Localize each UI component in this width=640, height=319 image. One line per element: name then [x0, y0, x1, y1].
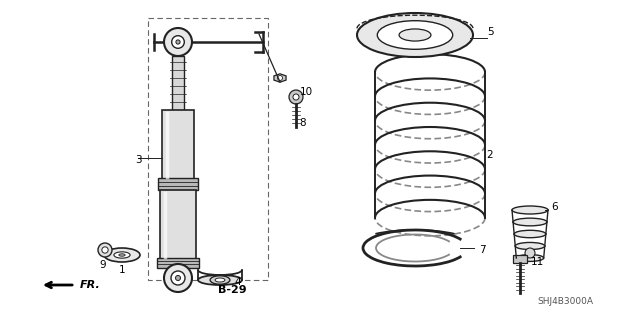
Polygon shape — [274, 74, 286, 82]
Ellipse shape — [515, 242, 545, 249]
Ellipse shape — [114, 252, 130, 258]
Circle shape — [164, 264, 192, 292]
Bar — [513, 255, 527, 263]
Circle shape — [289, 90, 303, 104]
Text: 3: 3 — [134, 155, 141, 165]
Ellipse shape — [399, 29, 431, 41]
Ellipse shape — [215, 278, 225, 282]
Circle shape — [171, 271, 185, 285]
Text: 8: 8 — [300, 118, 307, 128]
Ellipse shape — [119, 254, 125, 256]
Circle shape — [278, 76, 282, 80]
Bar — [172, 56, 184, 111]
Text: 1: 1 — [118, 265, 125, 275]
Circle shape — [102, 247, 108, 253]
Text: 2: 2 — [486, 150, 493, 160]
Text: B-29: B-29 — [218, 285, 246, 295]
Text: 11: 11 — [531, 257, 543, 267]
Text: 9: 9 — [100, 260, 106, 270]
Circle shape — [164, 28, 192, 56]
Circle shape — [98, 243, 112, 257]
Text: SHJ4B3000A: SHJ4B3000A — [537, 298, 593, 307]
Text: FR.: FR. — [80, 280, 100, 290]
Text: 5: 5 — [486, 27, 493, 37]
Ellipse shape — [198, 275, 242, 285]
Text: 4: 4 — [235, 277, 241, 287]
Ellipse shape — [514, 230, 546, 238]
Text: 7: 7 — [479, 245, 485, 255]
Bar — [148, 18, 268, 280]
Ellipse shape — [516, 255, 543, 261]
Text: 6: 6 — [552, 202, 558, 212]
Ellipse shape — [512, 206, 548, 214]
Circle shape — [293, 94, 299, 100]
Bar — [157, 258, 199, 268]
Ellipse shape — [104, 248, 140, 262]
Ellipse shape — [210, 276, 230, 284]
Bar — [158, 178, 198, 190]
Ellipse shape — [513, 218, 547, 226]
Ellipse shape — [357, 13, 473, 57]
Circle shape — [176, 40, 180, 44]
Circle shape — [525, 248, 535, 258]
Text: 10: 10 — [300, 87, 312, 97]
Ellipse shape — [378, 21, 452, 49]
Bar — [160, 190, 196, 260]
Circle shape — [175, 276, 180, 280]
Bar — [162, 110, 194, 180]
Circle shape — [172, 36, 184, 48]
